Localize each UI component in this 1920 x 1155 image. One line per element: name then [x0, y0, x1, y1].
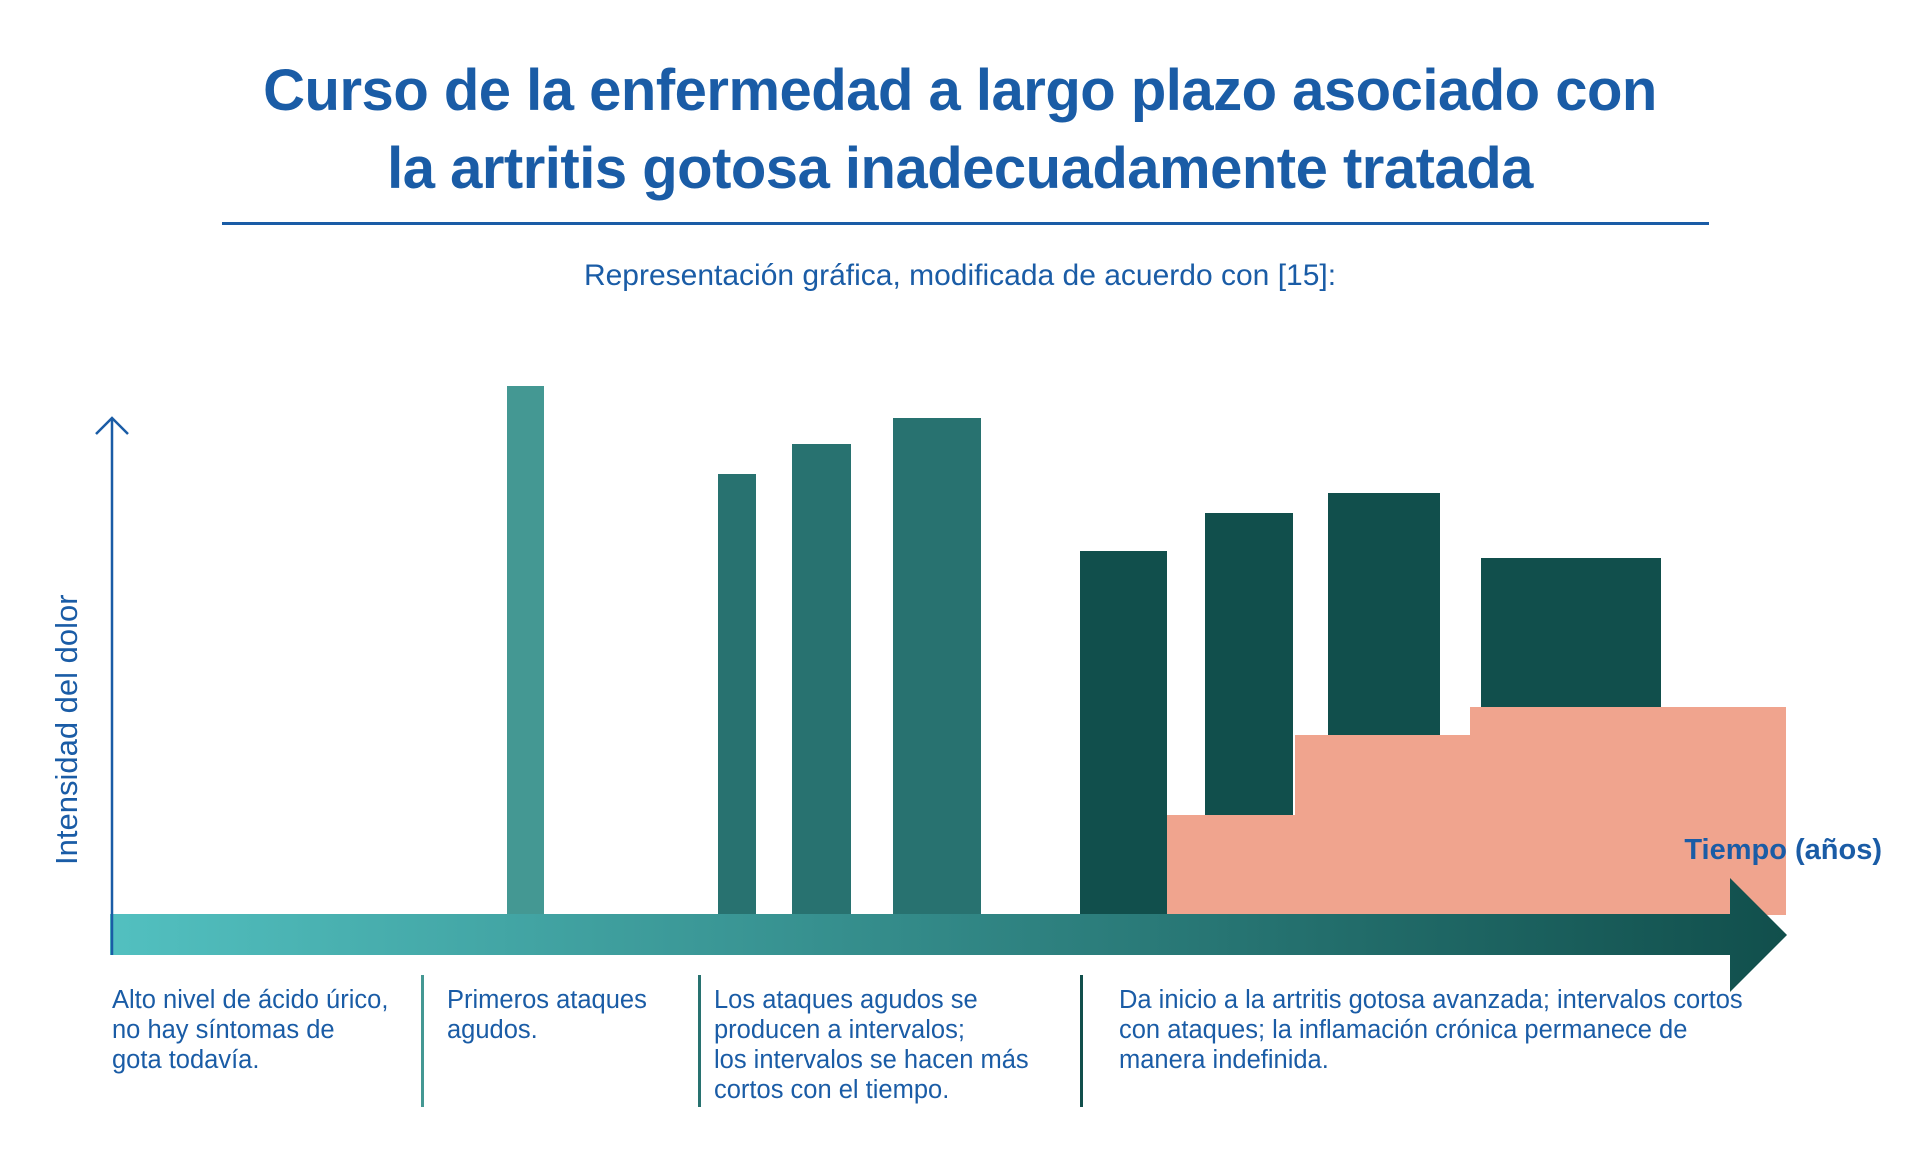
stage-divider-2 [698, 975, 701, 1107]
title-divider [222, 222, 1709, 225]
recurring-attack-bar-2 [792, 444, 851, 916]
chart-subtitle: Representación gráfica, modificada de ac… [583, 259, 1337, 292]
y-axis-arrow-icon [95, 416, 129, 955]
stage-text-line: Los ataques agudos se [714, 986, 978, 1014]
time-arrow-icon [110, 878, 1787, 992]
advanced-attack-bar-1 [1080, 551, 1167, 916]
chronic-inflammation-area [1165, 707, 1786, 915]
stage-text-line: los intervalos se hacen más [714, 1046, 1029, 1074]
stage-divider-3 [1080, 975, 1083, 1107]
y-axis-label: Intensidad del dolor [49, 594, 84, 865]
stage-text-line: no hay síntomas de [112, 1016, 335, 1044]
stage-recurring-attacks: Los ataques agudos se producen a interva… [714, 985, 1029, 1105]
stage-text-line: con ataques; la inflamación crónica perm… [1119, 1016, 1688, 1044]
stage-asymptomatic: Alto nivel de ácido úrico, no hay síntom… [112, 985, 388, 1075]
stage-text-line: Primeros ataques [447, 986, 647, 1014]
stage-first-attacks: Primeros ataques agudos. [447, 985, 647, 1045]
stage-text-line: manera indefinida. [1119, 1046, 1329, 1074]
advanced-attack-bar-2 [1205, 513, 1293, 815]
stage-text-line: gota todavía. [112, 1046, 260, 1074]
chart-title-line-1: Curso de la enfermedad a largo plazo aso… [263, 58, 1657, 123]
advanced-attack-bar-4 [1481, 558, 1661, 707]
advanced-attack-bar-3 [1328, 493, 1440, 735]
stage-text-line: Da inicio a la artritis gotosa avanzada;… [1119, 986, 1743, 1014]
chart-title: Curso de la enfermedad a largo plazo aso… [0, 52, 1920, 208]
stage-text-line: Alto nivel de ácido úrico, [112, 986, 389, 1014]
stage-text-line: producen a intervalos; [714, 1016, 965, 1044]
stage-text-line: cortos con el tiempo. [714, 1076, 950, 1104]
attack-bars [507, 386, 1661, 916]
stage-advanced-gout: Da inicio a la artritis gotosa avanzada;… [1119, 985, 1743, 1075]
recurring-attack-bar-1 [718, 474, 756, 916]
stage-divider-1 [421, 975, 424, 1107]
x-axis-label: Tiempo (años) [1684, 834, 1882, 866]
chart-title-line-2: la artritis gotosa inadecuadamente trata… [387, 136, 1533, 201]
first-attack-bar [507, 386, 544, 916]
recurring-attack-bar-3 [893, 418, 981, 916]
stage-text-line: agudos. [447, 1016, 538, 1044]
